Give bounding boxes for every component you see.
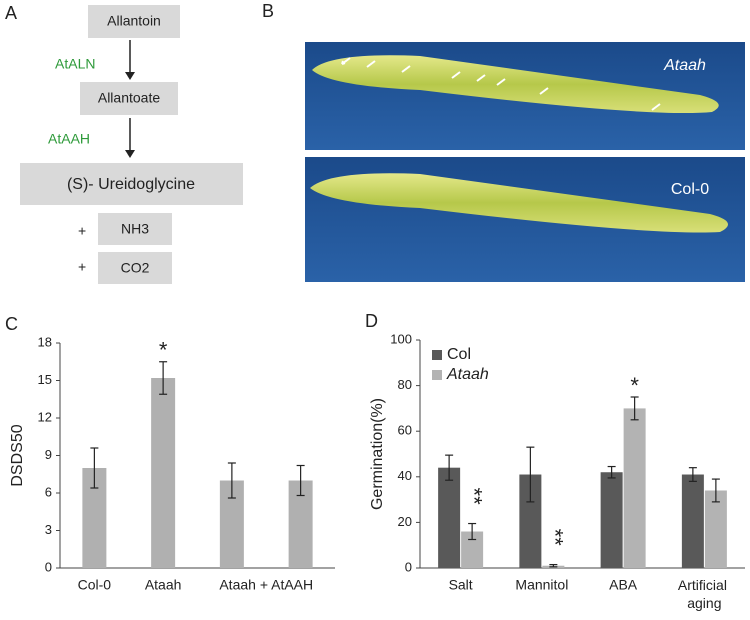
- significance: **: [543, 529, 568, 547]
- x-tick-label: Ataah + AtAAH: [219, 577, 313, 593]
- y-tick-label: 40: [398, 468, 412, 483]
- plus: +: [78, 223, 86, 239]
- y-axis-label: Germination(%): [369, 398, 386, 510]
- y-tick-label: 20: [398, 514, 412, 529]
- x-tick-label: Ataah: [145, 577, 182, 593]
- node-label: CO2: [121, 260, 150, 276]
- bar: [681, 474, 704, 568]
- y-tick-label: 80: [398, 377, 412, 392]
- bar: [519, 474, 542, 568]
- node-label: Allantoate: [98, 90, 160, 106]
- node-box: [98, 252, 172, 284]
- bar: [623, 408, 646, 568]
- label-line: aging: [687, 595, 721, 611]
- node-box: [98, 213, 172, 245]
- node-box: [20, 163, 243, 205]
- y-axis-label: DSDS50: [9, 424, 26, 486]
- silique: [312, 55, 719, 114]
- arrows: [341, 57, 661, 111]
- photo-caption: Col-0: [671, 181, 709, 198]
- label-line: Artificial: [678, 577, 731, 593]
- bar: [600, 472, 623, 568]
- significance: *: [630, 373, 639, 398]
- photos: B Ataah Col-0: [262, 1, 745, 282]
- y-tick-label: 100: [390, 331, 412, 346]
- bar: [461, 531, 484, 568]
- x-tick-label: Col-0: [78, 577, 112, 593]
- panel-label: D: [365, 311, 378, 331]
- x-tick-label: Artificial aging: [678, 577, 731, 611]
- y-tick-label: 6: [45, 484, 52, 499]
- y-tick-label: 60: [398, 423, 412, 438]
- x-tick-label: Mannitol: [515, 577, 568, 593]
- panel-label: C: [5, 314, 18, 334]
- plus: +: [78, 259, 86, 275]
- node-box: [80, 82, 178, 115]
- bar: [151, 378, 176, 568]
- panel-label: A: [5, 3, 17, 23]
- legend-label: Col: [447, 346, 471, 363]
- x-tick-label: ABA: [609, 577, 638, 593]
- bar: [704, 490, 727, 568]
- node-label: NH3: [121, 221, 149, 237]
- legend-label: Ataah: [446, 366, 489, 383]
- pathway: A Allantoin AtALN Allantoate AtAAH (S)- …: [5, 3, 243, 284]
- y-tick-label: 12: [38, 409, 52, 424]
- y-tick-label: 15: [38, 372, 52, 387]
- x-tick-label: Salt: [449, 577, 473, 593]
- y-tick-label: 3: [45, 522, 52, 537]
- y-tick-label: 18: [38, 334, 52, 349]
- silique: [310, 173, 728, 233]
- y-tick-label: 0: [405, 559, 412, 574]
- node-label: (S)- Ureidoglycine: [67, 176, 195, 193]
- node-box: [88, 5, 180, 38]
- significance: *: [159, 338, 168, 363]
- panel-label: B: [262, 1, 274, 21]
- legend-swatch: [432, 350, 442, 360]
- enzyme-label: AtALN: [55, 56, 95, 72]
- photo-caption: Ataah: [663, 57, 706, 74]
- arrow-head: [125, 150, 135, 158]
- y-tick-label: 9: [45, 447, 52, 462]
- arrow-head: [125, 72, 135, 80]
- enzyme-label: AtAAH: [48, 131, 90, 147]
- node-label: Allantoin: [107, 13, 161, 29]
- y-tick-label: 0: [45, 559, 52, 574]
- bar: [438, 467, 461, 568]
- significance: **: [461, 488, 486, 506]
- legend-swatch: [432, 370, 442, 380]
